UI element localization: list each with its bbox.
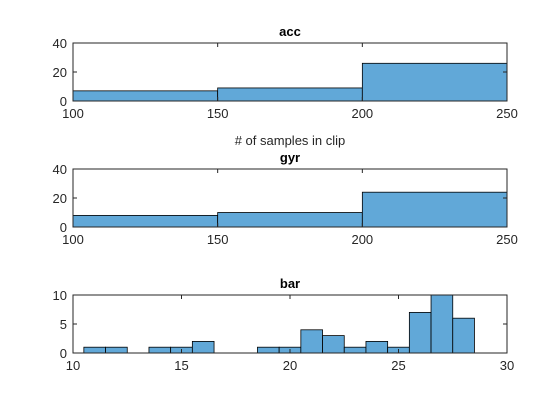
x-tick-label: 15 bbox=[174, 358, 188, 373]
y-tick-label: 0 bbox=[60, 94, 67, 109]
histogram-bar bbox=[452, 317, 475, 354]
x-tick-label: 30 bbox=[500, 358, 514, 373]
panel-bar: 10 15 20 25 30 0 5 10 bar bbox=[53, 276, 515, 373]
x-tick-label: 250 bbox=[496, 106, 518, 121]
histogram-bar bbox=[361, 62, 508, 102]
chart-title: bar bbox=[280, 276, 300, 291]
chart-title: acc bbox=[279, 24, 301, 39]
x-tick-label: 20 bbox=[283, 358, 297, 373]
x-tick-label: 10 bbox=[66, 358, 80, 373]
y-tick-label: 20 bbox=[53, 65, 67, 80]
histogram-bar bbox=[148, 346, 172, 354]
x-tick-label: 100 bbox=[62, 106, 84, 121]
y-tick-label: 5 bbox=[60, 317, 67, 332]
histogram-bar bbox=[300, 329, 323, 354]
histogram-bar bbox=[191, 340, 215, 354]
x-tick-label: 150 bbox=[207, 232, 229, 247]
y-tick-label: 0 bbox=[60, 220, 67, 235]
chart-title: gyr bbox=[280, 150, 300, 165]
y-tick-label: 0 bbox=[60, 346, 67, 361]
y-tick-label: 10 bbox=[53, 288, 67, 303]
histogram-bar bbox=[408, 311, 432, 354]
histogram-bar bbox=[343, 346, 367, 354]
histogram-bar bbox=[361, 191, 508, 228]
histogram-bar bbox=[72, 214, 219, 228]
histogram-bar bbox=[430, 294, 454, 354]
panel-gyr: 100 150 200 250 0 20 40 gyr bbox=[53, 150, 518, 247]
x-tick-label: 200 bbox=[351, 232, 373, 247]
histogram-bar bbox=[105, 346, 128, 354]
x-tick-label: 250 bbox=[496, 232, 518, 247]
y-tick-label: 20 bbox=[53, 191, 67, 206]
y-tick-label: 40 bbox=[53, 36, 67, 51]
histogram-bar bbox=[322, 335, 345, 354]
histogram-bar bbox=[217, 87, 363, 102]
x-axis-label: # of samples in clip bbox=[235, 133, 346, 148]
panel-acc: 100 150 200 250 0 20 40 acc # of samples in clip bbox=[53, 24, 518, 148]
histogram-bar bbox=[72, 90, 219, 102]
histogram-bar bbox=[365, 340, 389, 354]
histogram-bar bbox=[83, 346, 106, 354]
histogram-bar bbox=[217, 212, 363, 228]
histogram-bar bbox=[257, 346, 280, 354]
x-tick-label: 200 bbox=[351, 106, 373, 121]
x-tick-label: 100 bbox=[62, 232, 84, 247]
y-tick-label: 40 bbox=[53, 162, 67, 177]
x-tick-label: 25 bbox=[391, 358, 405, 373]
x-tick-label: 150 bbox=[207, 106, 229, 121]
